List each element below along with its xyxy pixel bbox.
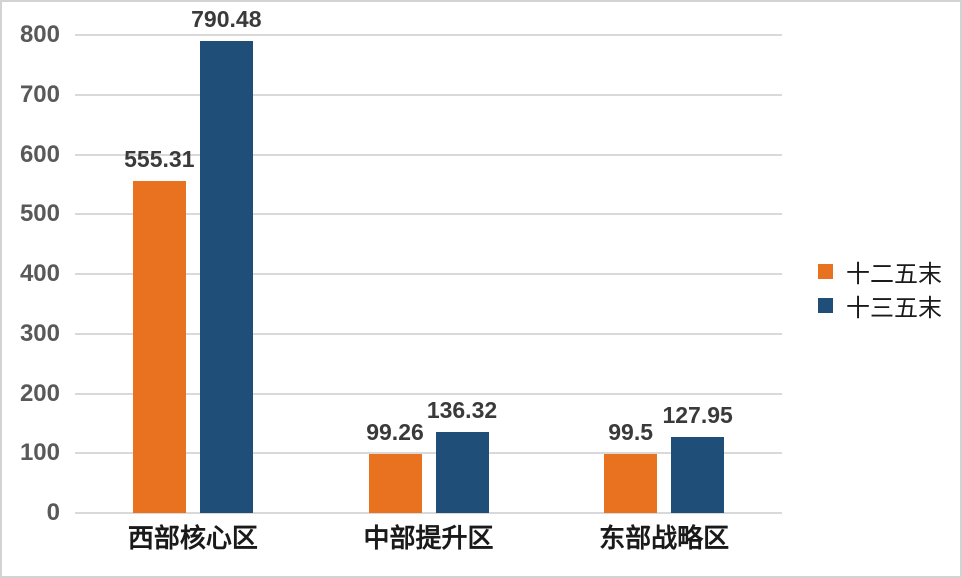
bar-series-1-cat-1 [435,431,489,513]
y-axis-tick-label: 200 [19,379,60,407]
data-label-series-0-cat-0: 555.31 [124,146,195,173]
gridline-y-100 [75,452,782,455]
data-label-series-1-cat-0: 790.48 [191,5,262,32]
gridline-y-500 [75,213,782,216]
data-label-series-1-cat-1: 136.32 [426,396,498,423]
data-label-series-1-cat-2: 127.95 [662,401,733,428]
bar-series-1-cat-2 [671,436,725,513]
gridline-y-700 [75,93,782,96]
bar-series-0-cat-2 [604,453,658,513]
y-axis-tick-label: 300 [19,319,60,347]
legend-swatch-series-0 [818,263,833,279]
bar-series-1-cat-0 [199,40,253,513]
gridline-y-800 [75,34,782,36]
y-axis-tick-label: 600 [19,140,60,168]
y-axis-tick-label: 500 [19,200,60,228]
gridline-y-600 [75,153,782,156]
bar-series-0-cat-1 [368,453,422,513]
legend-label: 十二五末 [846,261,942,288]
data-label-series-0-cat-1: 99.26 [366,418,424,445]
category-axis-label: 东部战略区 [599,524,730,553]
bar-series-0-cat-0 [132,181,186,513]
category-axis-label: 西部核心区 [127,524,258,553]
legend: 十二五末 十三五末 [818,257,942,322]
y-axis-tick-label: 700 [19,80,60,108]
data-label-series-0-cat-2: 99.5 [608,418,654,445]
y-axis-tick-label: 100 [19,439,60,467]
gridline-y-200 [75,392,782,395]
legend-item: 十三五末 [818,291,942,322]
legend-item: 十二五末 [818,257,942,288]
legend-label: 十三五末 [846,295,942,322]
y-axis-tick-label: 400 [19,260,60,287]
category-axis-label: 中部提升区 [363,524,494,553]
y-axis-tick-label: 800 [19,21,60,48]
gridline-y-400 [75,273,782,275]
y-axis-tick-label: 0 [46,499,60,526]
gridline-y-0 [75,512,782,514]
gridline-y-300 [75,332,782,335]
legend-swatch-series-1 [818,297,833,313]
